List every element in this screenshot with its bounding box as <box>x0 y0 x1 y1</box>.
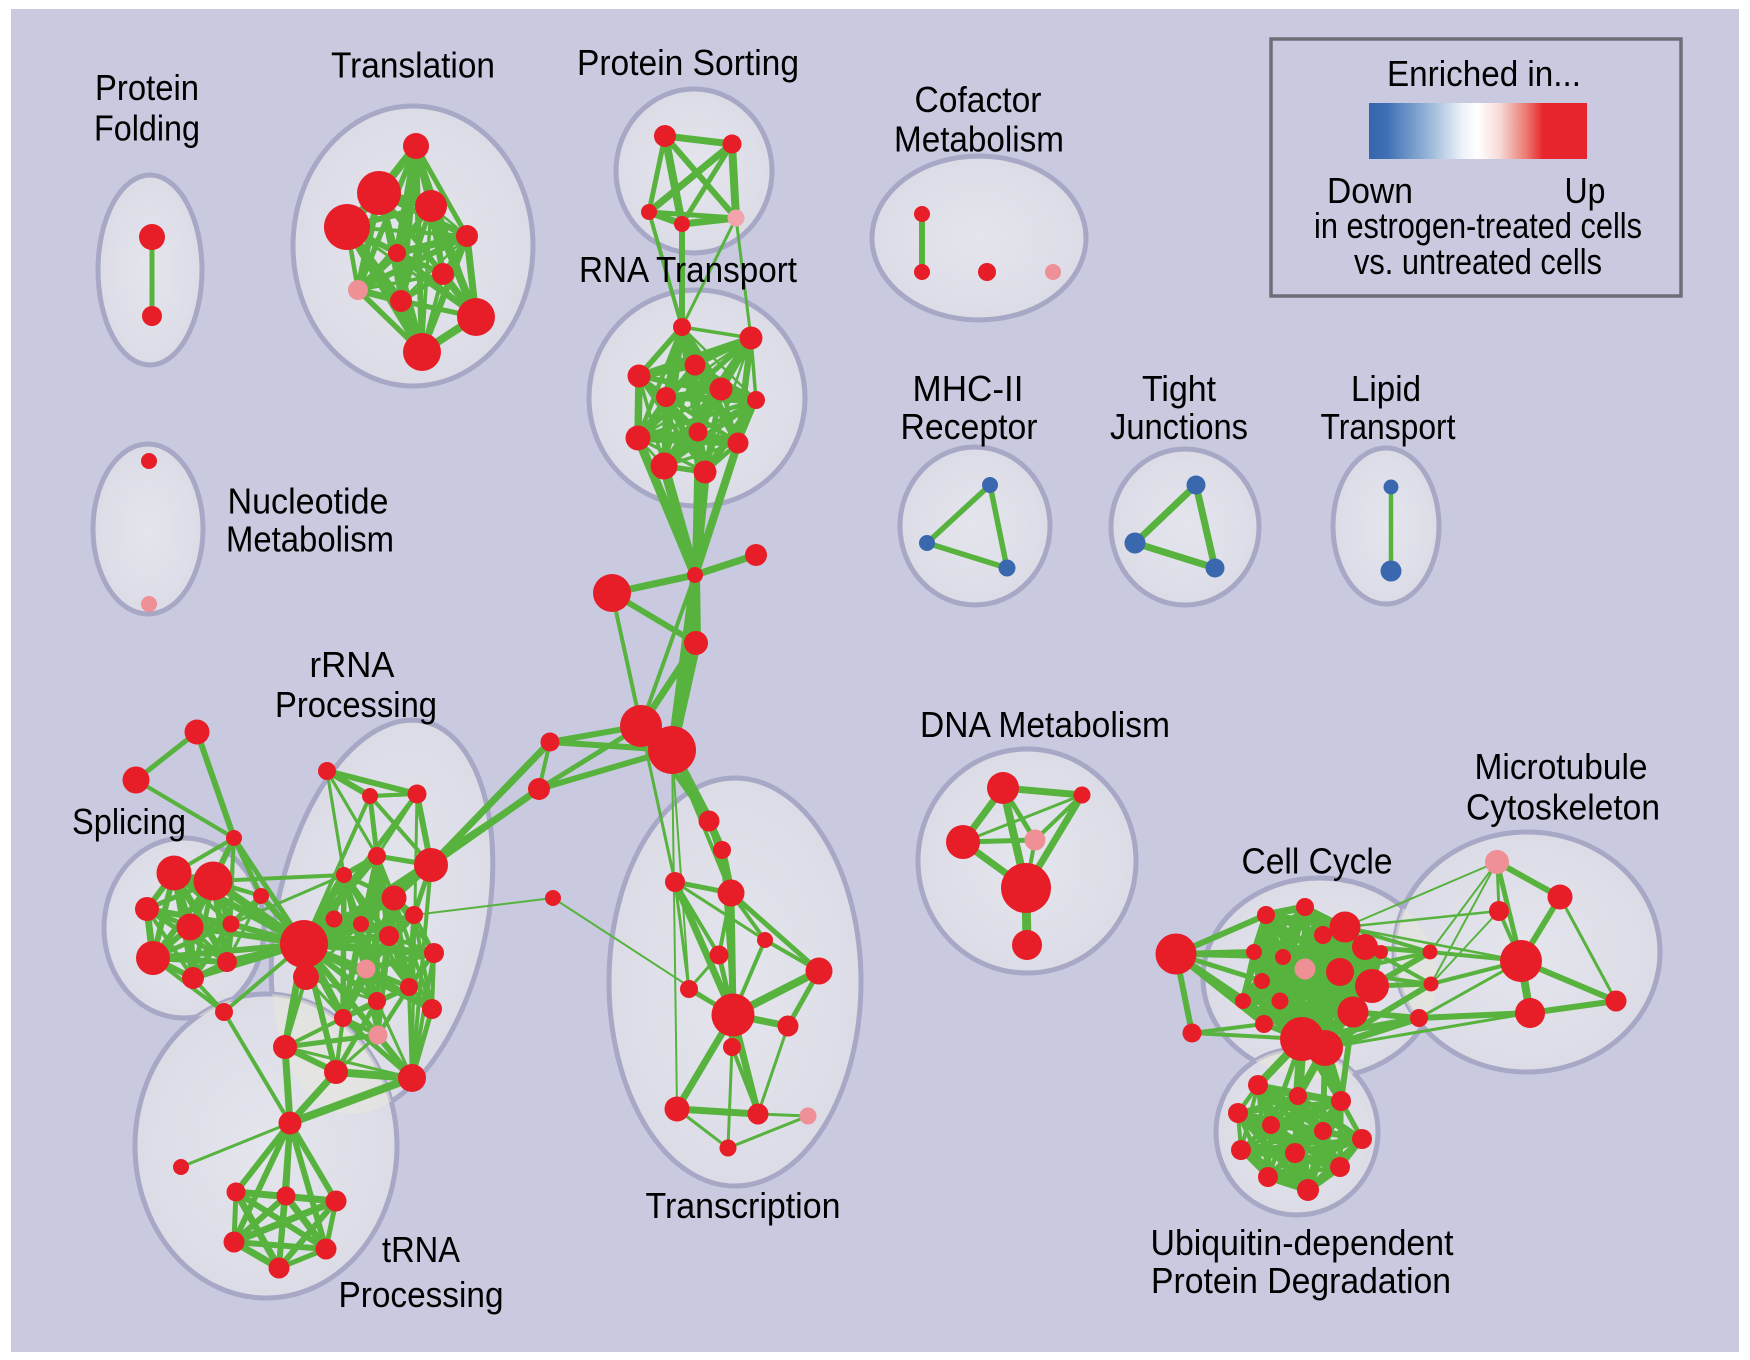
svg-text:Splicing: Splicing <box>72 801 186 842</box>
svg-text:Junctions: Junctions <box>1110 406 1248 447</box>
svg-text:Protein Degradation: Protein Degradation <box>1151 1260 1451 1301</box>
svg-text:in estrogen-treated cells: in estrogen-treated cells <box>1314 205 1642 246</box>
svg-text:Up: Up <box>1565 170 1606 211</box>
svg-text:MHC-II: MHC-II <box>913 368 1024 409</box>
svg-text:Transport: Transport <box>1321 406 1456 447</box>
svg-text:Protein Sorting: Protein Sorting <box>577 42 799 83</box>
svg-text:Ubiquitin-dependent: Ubiquitin-dependent <box>1151 1222 1454 1263</box>
svg-text:Cell Cycle: Cell Cycle <box>1242 841 1393 882</box>
svg-text:Down: Down <box>1327 170 1413 211</box>
svg-text:Transcription: Transcription <box>646 1185 841 1226</box>
svg-text:Nucleotide: Nucleotide <box>228 481 389 522</box>
svg-text:Folding: Folding <box>94 108 200 149</box>
svg-text:rRNA: rRNA <box>310 644 395 685</box>
svg-text:RNA Transport: RNA Transport <box>579 249 797 290</box>
svg-text:Receptor: Receptor <box>901 406 1038 447</box>
svg-text:Cofactor: Cofactor <box>915 79 1042 120</box>
svg-text:Microtubule: Microtubule <box>1475 746 1648 787</box>
svg-text:Tight: Tight <box>1142 368 1216 409</box>
svg-text:Lipid: Lipid <box>1351 368 1421 409</box>
svg-text:Protein: Protein <box>95 67 199 108</box>
svg-text:Metabolism: Metabolism <box>226 519 394 560</box>
svg-text:tRNA: tRNA <box>382 1229 460 1270</box>
svg-text:Cytoskeleton: Cytoskeleton <box>1466 787 1660 828</box>
svg-text:Translation: Translation <box>331 45 495 86</box>
svg-text:Enriched in...: Enriched in... <box>1387 53 1581 94</box>
svg-text:Metabolism: Metabolism <box>894 119 1064 160</box>
svg-text:vs. untreated cells: vs. untreated cells <box>1354 241 1602 282</box>
svg-text:Processing: Processing <box>275 684 437 725</box>
svg-text:Processing: Processing <box>339 1274 504 1315</box>
svg-text:DNA Metabolism: DNA Metabolism <box>920 704 1170 745</box>
